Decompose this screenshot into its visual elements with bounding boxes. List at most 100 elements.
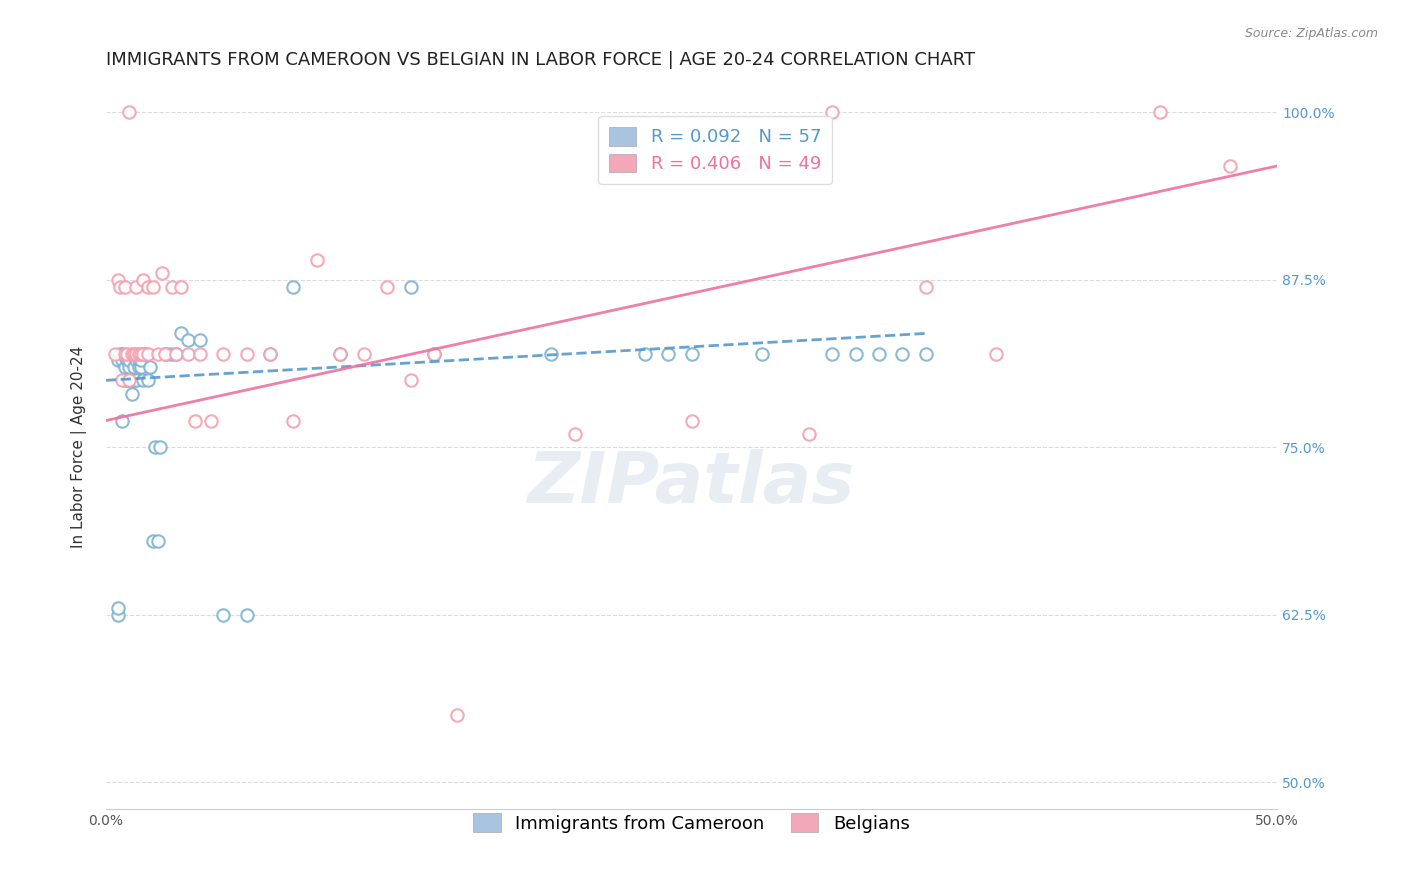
Y-axis label: In Labor Force | Age 20-24: In Labor Force | Age 20-24: [72, 346, 87, 549]
Point: [143, 440, 166, 454]
Point: [118, 353, 141, 368]
Point: [121, 373, 143, 387]
Point: [540, 346, 562, 360]
Point: [353, 346, 375, 360]
Point: [188, 333, 211, 347]
Point: [146, 346, 169, 360]
Point: [657, 346, 679, 360]
Point: [160, 279, 183, 293]
Point: [136, 279, 159, 293]
Text: IMMIGRANTS FROM CAMEROON VS BELGIAN IN LABOR FORCE | AGE 20-24 CORRELATION CHART: IMMIGRANTS FROM CAMEROON VS BELGIAN IN L…: [105, 51, 976, 69]
Point: [142, 279, 165, 293]
Point: [111, 373, 134, 387]
Point: [122, 373, 145, 387]
Point: [111, 353, 134, 368]
Point: [122, 346, 145, 360]
Point: [423, 346, 446, 360]
Point: [118, 105, 141, 120]
Point: [104, 346, 127, 360]
Point: [125, 353, 148, 368]
Point: [564, 426, 586, 441]
Point: [329, 346, 352, 360]
Point: [115, 346, 138, 360]
Point: [821, 346, 844, 360]
Point: [681, 346, 703, 360]
Point: [150, 266, 173, 280]
Point: [259, 346, 281, 360]
Point: [142, 534, 165, 549]
Point: [118, 359, 141, 374]
Point: [1149, 105, 1171, 120]
Point: [184, 413, 207, 427]
Point: [122, 359, 145, 374]
Point: [114, 373, 136, 387]
Point: [156, 346, 179, 360]
Point: [283, 279, 305, 293]
Point: [128, 346, 150, 360]
Point: [121, 346, 143, 360]
Point: [153, 346, 176, 360]
Point: [177, 346, 200, 360]
Point: [128, 353, 150, 368]
Point: [305, 252, 328, 267]
Point: [423, 346, 446, 360]
Point: [153, 346, 176, 360]
Point: [125, 279, 148, 293]
Legend: Immigrants from Cameroon, Belgians: Immigrants from Cameroon, Belgians: [463, 803, 921, 844]
Point: [165, 346, 187, 360]
Point: [446, 708, 468, 723]
Point: [235, 607, 257, 622]
Point: [146, 534, 169, 549]
Point: [121, 386, 143, 401]
Point: [114, 359, 136, 374]
Point: [212, 607, 235, 622]
Point: [399, 373, 422, 387]
Point: [891, 346, 914, 360]
Point: [797, 426, 820, 441]
Point: [132, 346, 155, 360]
Point: [108, 346, 131, 360]
Point: [177, 333, 200, 347]
Point: [135, 346, 157, 360]
Point: [115, 373, 138, 387]
Point: [165, 346, 187, 360]
Point: [129, 353, 152, 368]
Point: [915, 279, 938, 293]
Point: [111, 413, 134, 427]
Point: [821, 105, 844, 120]
Point: [634, 346, 657, 360]
Point: [125, 373, 148, 387]
Point: [915, 346, 938, 360]
Point: [283, 413, 305, 427]
Point: [118, 373, 141, 387]
Point: [845, 346, 868, 360]
Point: [118, 373, 141, 387]
Point: [986, 346, 1008, 360]
Point: [329, 346, 352, 360]
Point: [160, 346, 183, 360]
Point: [170, 326, 193, 341]
Point: [200, 413, 222, 427]
Point: [188, 346, 211, 360]
Point: [139, 359, 162, 374]
Text: ZIPatlas: ZIPatlas: [527, 449, 855, 518]
Point: [375, 279, 398, 293]
Point: [751, 346, 773, 360]
Point: [136, 346, 159, 360]
Point: [235, 346, 257, 360]
Point: [1219, 159, 1241, 173]
Point: [868, 346, 890, 360]
Point: [108, 279, 131, 293]
Point: [132, 346, 155, 360]
Point: [128, 359, 150, 374]
Point: [681, 413, 703, 427]
Point: [114, 279, 136, 293]
Point: [125, 346, 148, 360]
Point: [212, 346, 235, 360]
Point: [149, 440, 172, 454]
Point: [132, 373, 155, 387]
Point: [115, 353, 138, 368]
Point: [107, 607, 129, 622]
Point: [129, 346, 152, 360]
Point: [259, 346, 281, 360]
